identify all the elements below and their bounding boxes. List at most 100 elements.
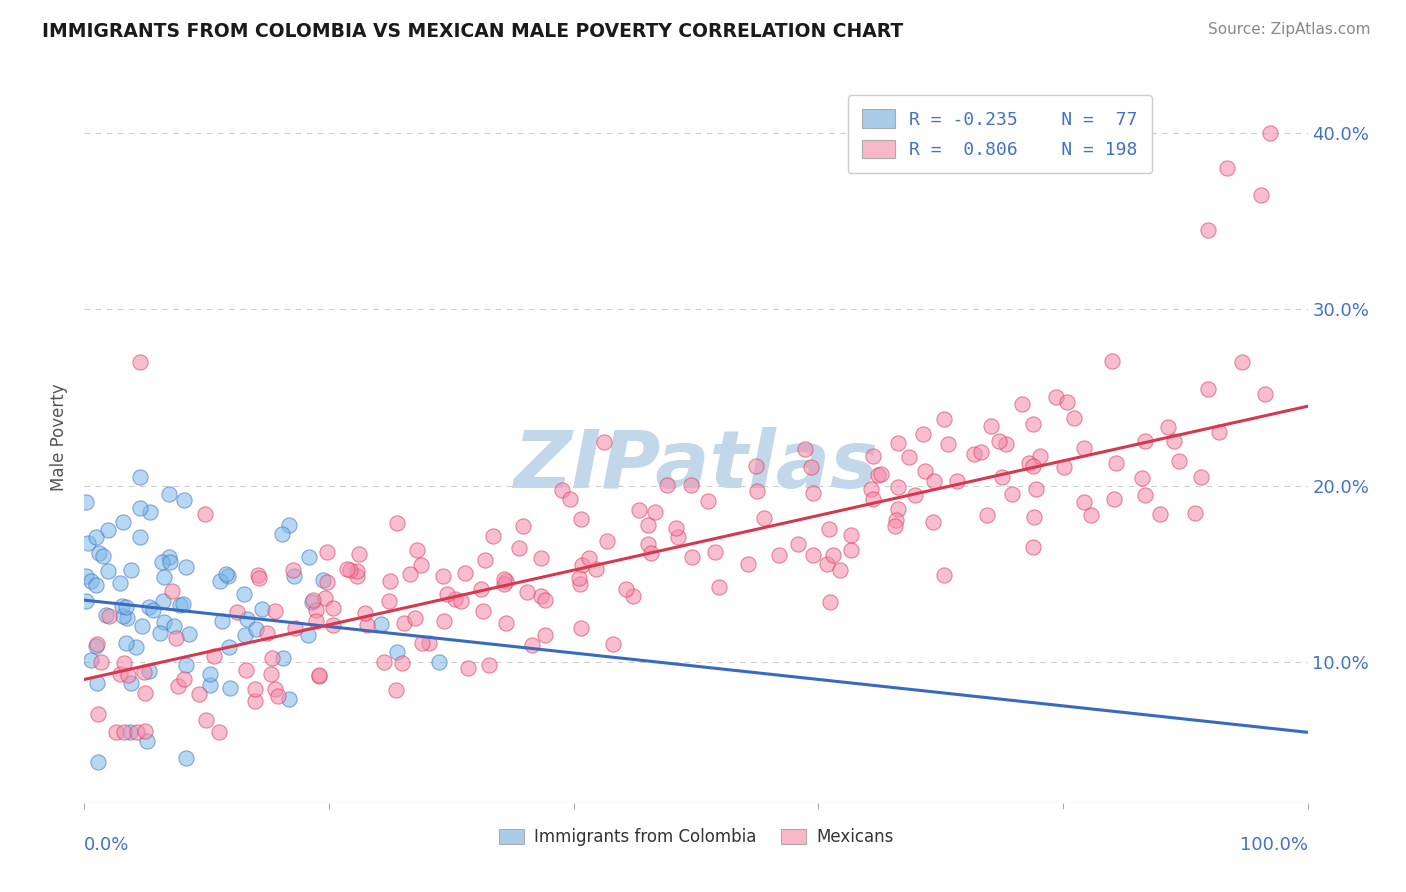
Point <box>911 427 934 442</box>
Point <box>316 574 339 589</box>
Point <box>283 568 305 582</box>
Text: IMMIGRANTS FROM COLOMBIA VS MEXICAN MALE POVERTY CORRELATION CHART: IMMIGRANTS FROM COLOMBIA VS MEXICAN MALE… <box>42 22 904 41</box>
Point <box>657 477 679 491</box>
Point <box>432 569 454 583</box>
Point <box>373 655 395 669</box>
Point <box>118 725 141 739</box>
Point <box>1022 458 1045 473</box>
Point <box>1133 488 1156 502</box>
Point <box>235 612 257 626</box>
Point <box>90 656 112 670</box>
Point <box>696 494 718 508</box>
Point <box>963 447 986 461</box>
Point <box>399 567 422 582</box>
Point <box>105 725 128 739</box>
Point <box>87 706 110 721</box>
Point <box>904 488 927 502</box>
Point <box>378 574 401 589</box>
Point <box>602 636 624 650</box>
Point <box>108 666 131 681</box>
Point <box>256 626 278 640</box>
Point <box>551 483 574 497</box>
Point <box>787 537 810 551</box>
Point <box>115 600 138 615</box>
Point <box>149 626 172 640</box>
Point <box>385 682 408 697</box>
Point <box>946 475 969 489</box>
Point <box>271 651 294 665</box>
Point <box>457 661 479 675</box>
Point <box>839 542 862 557</box>
Point <box>97 524 120 538</box>
Point <box>308 669 330 683</box>
Point <box>637 537 659 551</box>
Point <box>349 547 371 561</box>
Point <box>134 686 156 700</box>
Point <box>815 557 838 571</box>
Point <box>886 502 908 516</box>
Point <box>264 681 287 696</box>
Point <box>160 584 183 599</box>
Point <box>640 546 662 560</box>
Point <box>75 568 97 582</box>
Point <box>200 666 222 681</box>
Point <box>211 614 233 628</box>
Point <box>86 676 108 690</box>
Point <box>860 482 883 496</box>
Point <box>800 460 823 475</box>
Point <box>226 605 249 619</box>
Point <box>494 572 516 586</box>
Point <box>260 667 283 681</box>
Point <box>1056 394 1078 409</box>
Text: 0.0%: 0.0% <box>84 836 129 854</box>
Point <box>188 687 211 701</box>
Point <box>1063 410 1085 425</box>
Point <box>794 442 817 457</box>
Point <box>76 536 98 550</box>
Point <box>112 656 135 670</box>
Point <box>839 528 862 542</box>
Point <box>346 564 368 578</box>
Point <box>869 467 891 482</box>
Point <box>529 589 551 603</box>
Point <box>436 587 458 601</box>
Point <box>560 492 582 507</box>
Point <box>250 601 273 615</box>
Point <box>129 355 152 369</box>
Point <box>134 665 156 680</box>
Point <box>932 412 955 426</box>
Point <box>637 518 659 533</box>
Point <box>112 725 135 739</box>
Text: 100.0%: 100.0% <box>1240 836 1308 854</box>
Point <box>194 507 217 521</box>
Point <box>884 512 907 526</box>
Point <box>976 508 998 522</box>
Point <box>209 574 232 588</box>
Point <box>987 434 1010 448</box>
Point <box>87 756 110 770</box>
Point <box>828 563 851 577</box>
Point <box>1021 417 1043 432</box>
Point <box>681 550 703 565</box>
Point <box>94 608 117 623</box>
Point <box>404 611 426 625</box>
Point <box>932 568 955 582</box>
Point <box>138 505 160 519</box>
Point <box>707 580 730 594</box>
Point <box>314 591 336 605</box>
Point <box>508 541 530 555</box>
Point <box>125 725 148 739</box>
Point <box>1018 456 1040 470</box>
Point <box>1230 355 1253 369</box>
Point <box>679 478 702 492</box>
Point <box>1105 456 1128 470</box>
Point <box>481 529 503 543</box>
Point <box>1024 509 1046 524</box>
Point <box>75 594 97 608</box>
Point <box>336 561 359 575</box>
Point <box>264 604 287 618</box>
Point <box>298 550 321 565</box>
Point <box>277 691 299 706</box>
Point <box>243 694 266 708</box>
Point <box>172 597 194 611</box>
